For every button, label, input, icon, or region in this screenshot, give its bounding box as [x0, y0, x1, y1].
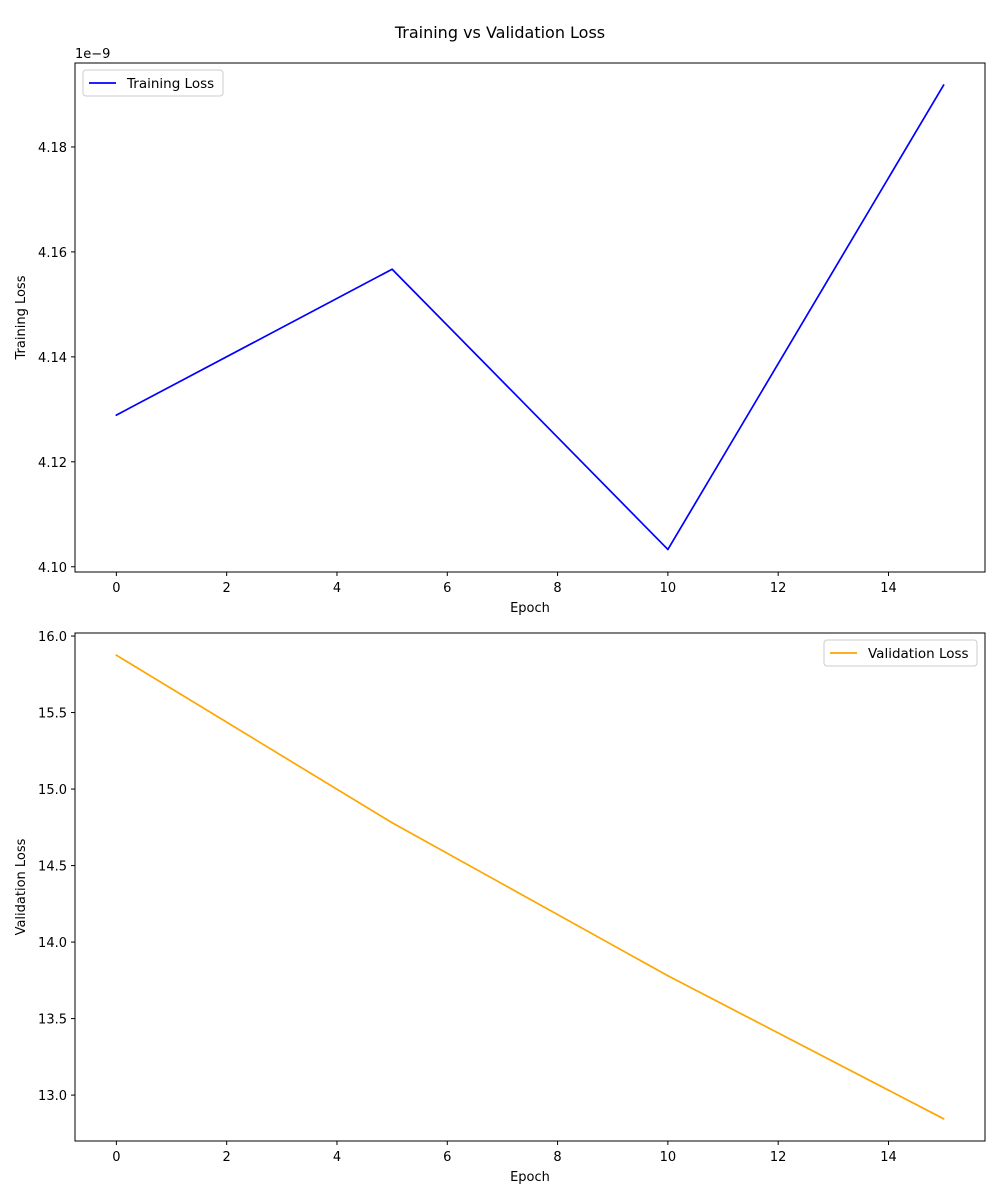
y-offset-text: 1e−9 — [75, 47, 110, 62]
x-tick-label: 4 — [333, 581, 341, 596]
axes-frame — [74, 62, 986, 573]
x-tick-label: 6 — [443, 581, 451, 596]
chart-panel-2: 0 2 4 6 8 10 12 14 13.0 13.5 14.0 14.5 15.0 15.5 16.0 E… — [14, 630, 986, 1185]
y-tick-label: 15.0 — [38, 783, 67, 798]
y-tick-label: 13.5 — [38, 1013, 67, 1028]
data-point — [666, 974, 669, 977]
x-tick-label: 0 — [112, 581, 120, 596]
y-tick-label: 13.0 — [38, 1089, 67, 1104]
data-point — [942, 84, 945, 86]
x-tick-label: 14 — [880, 581, 897, 596]
data-point — [942, 1117, 945, 1120]
y-tick-label: 16.0 — [38, 630, 67, 645]
y-axis-label: Validation Loss — [14, 838, 29, 935]
data-point — [391, 268, 394, 271]
x-axis-label: Epoch — [510, 601, 550, 616]
y-tick-label: 4.10 — [38, 561, 67, 576]
data-point — [391, 821, 394, 824]
chart-panel-1: 0 2 4 6 8 10 12 14 4.10 4.12 4.14 4.16 4.18 1e−9 Epoch… — [14, 47, 986, 616]
x-tick-label: 10 — [660, 1150, 677, 1165]
y-tick-label: 4.16 — [38, 246, 67, 261]
x-tick-label: 12 — [770, 581, 787, 596]
data-point — [666, 548, 669, 551]
x-tick-label: 10 — [660, 581, 677, 596]
x-tick-label: 8 — [553, 581, 561, 596]
chart-title: Training vs Validation Loss — [394, 23, 605, 42]
y-tick-label: 14.0 — [38, 936, 67, 951]
x-tick-label: 12 — [770, 1150, 787, 1165]
x-tick-label: 14 — [880, 1150, 897, 1165]
legend-box — [823, 639, 978, 667]
x-tick-label: 2 — [223, 581, 231, 596]
x-tick-label: 4 — [333, 1150, 341, 1165]
data-point — [115, 414, 118, 417]
legend: Training Loss — [82, 69, 224, 97]
y-tick-label: 4.14 — [38, 351, 67, 366]
legend-label: Validation Loss — [868, 646, 969, 662]
y-tick-label: 4.12 — [38, 456, 67, 471]
data-point — [115, 654, 118, 657]
series-line-1 — [115, 84, 945, 551]
legend-box — [82, 69, 224, 97]
y-axis-label: Training Loss — [14, 275, 29, 360]
axes-frame — [74, 632, 986, 1142]
x-tick-label: 2 — [223, 1150, 231, 1165]
legend: Validation Loss — [823, 639, 978, 667]
legend-label: Training Loss — [126, 76, 214, 92]
x-tick-label: 8 — [553, 1150, 561, 1165]
x-axis-label: Epoch — [510, 1170, 550, 1185]
series-line-1 — [115, 654, 945, 1120]
x-tick-label: 6 — [443, 1150, 451, 1165]
y-tick-label: 14.5 — [38, 860, 67, 875]
x-tick-label: 0 — [112, 1150, 120, 1165]
y-tick-label: 15.5 — [38, 707, 67, 722]
y-tick-label: 4.18 — [38, 141, 67, 156]
